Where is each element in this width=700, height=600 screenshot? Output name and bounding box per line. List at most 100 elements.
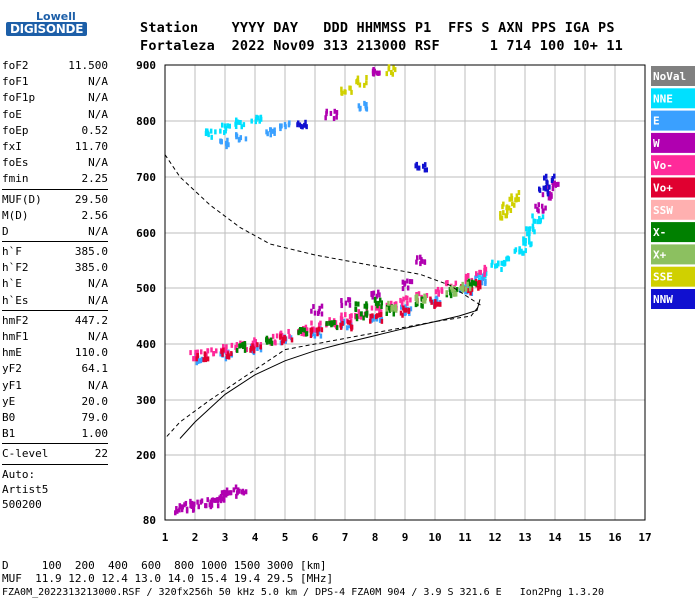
data-point [544, 205, 547, 211]
data-point [553, 173, 556, 179]
data-point [189, 350, 192, 356]
data-point [341, 320, 344, 326]
data-point [415, 161, 419, 167]
data-point [265, 337, 268, 343]
profile-dashed-line [164, 154, 481, 439]
data-point [325, 321, 328, 327]
footer-muf: MUF 11.9 12.0 12.4 13.0 14.0 15.4 19.4 2… [2, 572, 334, 585]
data-point [243, 342, 247, 348]
logo-line2: DIGISONDE [6, 22, 88, 36]
legend-label: SSE [653, 271, 673, 284]
param-value: 20.0 [81, 394, 109, 408]
data-point [365, 80, 368, 86]
legend-label: NNW [653, 293, 673, 306]
data-point [419, 261, 422, 267]
data-point [220, 122, 224, 128]
data-point [344, 312, 347, 318]
y-tick-label: 400 [136, 338, 156, 351]
data-point [525, 226, 528, 232]
data-point [189, 503, 192, 509]
data-point [506, 255, 510, 261]
data-point [328, 320, 331, 326]
data-point [436, 301, 440, 307]
data-point [220, 490, 224, 496]
data-point [518, 246, 521, 252]
data-point [502, 201, 505, 207]
data-point [178, 507, 181, 513]
data-point [545, 180, 549, 186]
data-point [526, 231, 529, 237]
param-group-1: MUF(D) 29.50 M(D) 2.56 D N/A [2, 192, 108, 241]
data-point [524, 241, 527, 247]
data-point [316, 310, 320, 316]
data-point [238, 488, 241, 494]
data-point [541, 192, 545, 198]
data-point [406, 278, 409, 284]
data-point [400, 299, 404, 305]
data-point [199, 358, 203, 364]
data-point [387, 300, 390, 306]
data-point [222, 347, 225, 353]
data-point [304, 119, 307, 125]
data-point [259, 114, 263, 120]
param-value: 385.0 [74, 261, 108, 275]
data-point [303, 122, 306, 128]
data-point [490, 262, 493, 268]
x-tick-label: 13 [518, 531, 531, 544]
legend-swatch-e [651, 110, 695, 131]
data-point [273, 130, 276, 136]
data-point [410, 279, 414, 285]
data-point [423, 298, 427, 304]
legend-swatch-sse [651, 266, 695, 287]
data-point [340, 316, 344, 322]
data-point [505, 213, 508, 219]
data-point [225, 491, 229, 497]
x-tick-label: 1 [162, 531, 169, 544]
data-point [464, 289, 467, 295]
data-point [223, 497, 226, 503]
param-row: yF2 64.1 [2, 361, 108, 377]
data-point [232, 487, 236, 493]
legend-label: Vo- [653, 159, 673, 172]
legend-swatch-w [651, 132, 695, 153]
param-value: N/A [88, 277, 108, 291]
data-point [551, 175, 554, 181]
param-value: N/A [88, 330, 108, 343]
data-point [538, 187, 542, 193]
data-point [350, 89, 353, 95]
param-key: M(D) [2, 208, 29, 222]
data-point [401, 286, 405, 292]
data-point [283, 334, 286, 340]
data-point [515, 193, 519, 199]
data-point [180, 507, 184, 513]
param-row: foF1 N/A [2, 74, 108, 90]
divider [2, 443, 108, 445]
data-point [461, 281, 464, 287]
x-tick-label: 14 [548, 531, 562, 544]
data-point [385, 310, 388, 316]
data-point [226, 137, 229, 143]
param-key: hmF1 [2, 330, 29, 343]
data-point [356, 80, 360, 86]
data-point [517, 190, 521, 196]
x-tick-label: 9 [402, 531, 409, 544]
digisonde-logo: Lowell DIGISONDE [6, 10, 88, 42]
data-point [348, 320, 352, 326]
data-point [377, 289, 380, 295]
data-point [435, 296, 439, 302]
data-point [282, 338, 286, 344]
data-point [390, 306, 393, 312]
data-point [220, 349, 223, 355]
legend-label: NNE [653, 92, 673, 105]
x-tick-label: 10 [428, 531, 441, 544]
data-point [238, 136, 241, 142]
param-row: h`E N/A [2, 276, 108, 292]
data-point [328, 317, 331, 323]
data-point [178, 503, 182, 509]
data-point [317, 322, 321, 328]
data-point [365, 310, 369, 316]
param-key: B0 [2, 410, 16, 424]
param-value: 447.2 [74, 313, 108, 327]
data-point [269, 337, 273, 343]
data-point [311, 331, 315, 337]
